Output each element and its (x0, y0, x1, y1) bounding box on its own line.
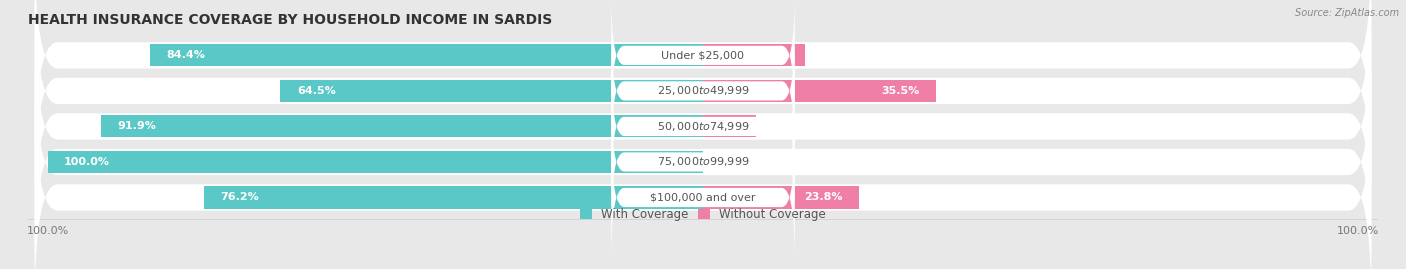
Text: 64.5%: 64.5% (297, 86, 336, 96)
Text: 15.6%: 15.6% (751, 50, 789, 60)
FancyBboxPatch shape (612, 65, 794, 188)
Text: 76.2%: 76.2% (221, 193, 259, 203)
Text: 23.8%: 23.8% (804, 193, 842, 203)
Text: $50,000 to $74,999: $50,000 to $74,999 (657, 120, 749, 133)
FancyBboxPatch shape (612, 0, 794, 117)
Text: HEALTH INSURANCE COVERAGE BY HOUSEHOLD INCOME IN SARDIS: HEALTH INSURANCE COVERAGE BY HOUSEHOLD I… (28, 13, 553, 27)
Bar (101, 115, 703, 137)
FancyBboxPatch shape (612, 136, 794, 259)
Text: $25,000 to $49,999: $25,000 to $49,999 (657, 84, 749, 97)
Bar (204, 186, 703, 208)
Bar (150, 44, 703, 66)
Text: 0.0%: 0.0% (713, 157, 744, 167)
FancyBboxPatch shape (35, 0, 1371, 202)
Text: 91.9%: 91.9% (117, 121, 156, 132)
Text: Source: ZipAtlas.com: Source: ZipAtlas.com (1295, 8, 1399, 18)
Bar (280, 80, 703, 102)
FancyBboxPatch shape (612, 101, 794, 224)
FancyBboxPatch shape (35, 86, 1371, 269)
Bar (703, 115, 756, 137)
Bar (48, 151, 703, 173)
Text: $75,000 to $99,999: $75,000 to $99,999 (657, 155, 749, 168)
Bar (703, 186, 859, 208)
Text: Under $25,000: Under $25,000 (661, 50, 745, 60)
Legend: With Coverage, Without Coverage: With Coverage, Without Coverage (575, 204, 831, 226)
Text: $100,000 and over: $100,000 and over (650, 193, 756, 203)
Text: 100.0%: 100.0% (65, 157, 110, 167)
FancyBboxPatch shape (612, 29, 794, 152)
FancyBboxPatch shape (35, 15, 1371, 238)
FancyBboxPatch shape (35, 0, 1371, 167)
Bar (703, 80, 935, 102)
Text: 84.4%: 84.4% (166, 50, 205, 60)
FancyBboxPatch shape (35, 51, 1371, 269)
Bar (703, 44, 806, 66)
Text: 8.1%: 8.1% (709, 121, 740, 132)
Text: 35.5%: 35.5% (882, 86, 920, 96)
